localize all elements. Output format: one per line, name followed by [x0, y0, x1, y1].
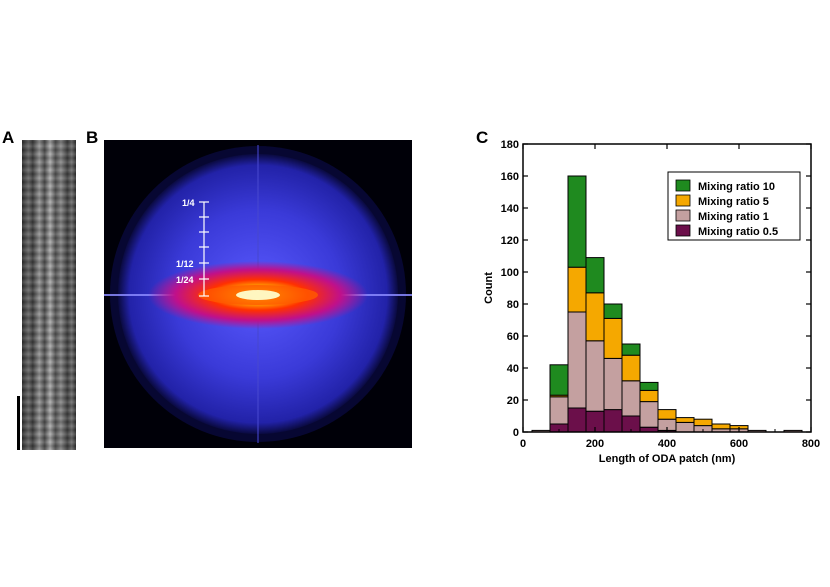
panel-label-c: C	[476, 128, 489, 147]
fft-label-1-24: 1/24	[176, 275, 194, 285]
bar-segment	[675, 421, 695, 433]
bar-segment	[549, 364, 569, 396]
x-tick-label: 400	[658, 438, 676, 450]
scale-bar	[17, 396, 20, 450]
y-tick-label: 80	[507, 299, 519, 311]
bar-segment	[603, 357, 623, 411]
bar-segment	[639, 401, 659, 428]
y-tick-label: 100	[501, 267, 519, 279]
bar-segment	[567, 175, 587, 268]
y-tick-label: 0	[513, 427, 519, 439]
bar-segment	[567, 407, 587, 433]
bar-segment	[657, 409, 677, 420]
bar-segment	[675, 417, 695, 423]
bar-segment	[585, 292, 605, 342]
bar-segment	[585, 340, 605, 412]
x-tick-label: 800	[802, 438, 820, 450]
x-tick-label: 200	[586, 438, 604, 450]
y-tick-label: 60	[507, 331, 519, 343]
bar-segment	[639, 381, 659, 391]
legend-swatch	[675, 194, 691, 207]
panel-label-a: A	[2, 128, 15, 147]
bar-segment	[603, 317, 623, 359]
bar-segment	[549, 396, 569, 425]
legend-label: Mixing ratio 10	[698, 181, 775, 193]
x-axis-label: Length of ODA patch (nm)	[599, 453, 736, 465]
bar-segment	[603, 409, 623, 433]
x-tick-label: 0	[520, 438, 526, 450]
y-tick-label: 140	[501, 203, 519, 215]
bar-segment	[621, 343, 641, 356]
panel-label-b: B	[86, 128, 99, 147]
legend-swatch	[675, 224, 691, 237]
bar-segment	[585, 257, 605, 294]
y-tick-label: 40	[507, 363, 519, 375]
y-tick-label: 180	[501, 139, 519, 151]
y-tick-label: 20	[507, 395, 519, 407]
bar-segment	[603, 303, 623, 319]
power-spectrum-image: 1/4 1/12 1/24	[104, 140, 412, 448]
y-axis-label: Count	[483, 272, 495, 304]
y-tick-label: 120	[501, 235, 519, 247]
legend-label: Mixing ratio 5	[698, 196, 769, 208]
bar-segment	[693, 418, 713, 427]
legend-label: Mixing ratio 1	[698, 211, 769, 223]
bar-segment	[621, 380, 641, 417]
bar-segment	[639, 389, 659, 403]
fft-label-1-12: 1/12	[176, 259, 194, 269]
y-tick-label: 160	[501, 171, 519, 183]
legend-swatch	[675, 179, 691, 192]
legend-label: Mixing ratio 0.5	[698, 226, 778, 238]
layer-line-ruler	[199, 201, 209, 297]
bar-segment	[567, 266, 587, 313]
microtubule-image	[22, 140, 76, 450]
bar-segment	[567, 311, 587, 409]
bar-segment	[711, 423, 731, 430]
histogram-chart: 0 200 400 600 800 0 20 40 60 80 100 120 140 160 180 Len…	[483, 139, 820, 465]
bar-segment	[621, 354, 641, 382]
legend-swatch	[675, 209, 691, 222]
x-tick-label: 600	[730, 438, 748, 450]
fft-label-1-4: 1/4	[182, 198, 195, 208]
